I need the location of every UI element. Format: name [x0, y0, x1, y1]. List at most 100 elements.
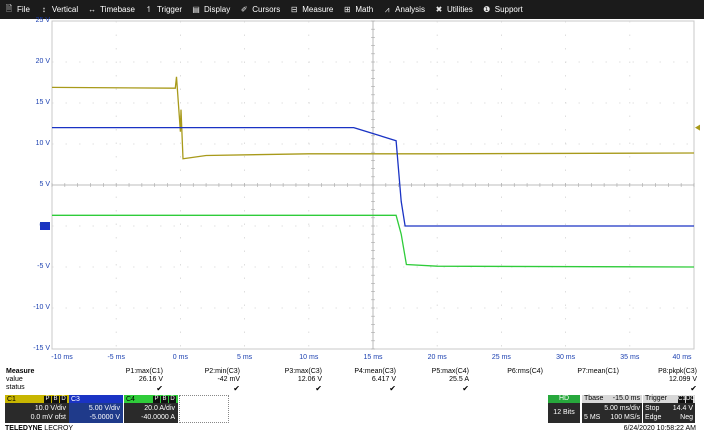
menu-utilities[interactable]: ✖ Utilities — [434, 0, 473, 19]
measure-name-7[interactable]: P7:mean(C1) — [577, 368, 619, 375]
channel-name: C1 — [7, 395, 16, 403]
measure-name-6[interactable]: P6:rms(C4) — [507, 368, 543, 375]
y-tick-label: 10 V — [35, 140, 50, 147]
measure-value-row: value 26.16 V -42 mV 12.06 V 6.417 V 25.5 A 1… — [0, 376, 704, 384]
channel-vdiv: 5.00 V/div — [88, 405, 120, 412]
cursors-icon: ✐ — [240, 5, 248, 14]
channel-offset-marker — [40, 222, 50, 230]
measure-name-4[interactable]: P4:mean(C3) — [354, 368, 396, 375]
y-tick-label: 15 V — [35, 99, 50, 106]
trigger-coupling-tag: DC — [686, 396, 695, 403]
x-tick-label: 0 ms — [172, 354, 188, 361]
menu-measure[interactable]: ⊟ Measure — [289, 0, 333, 19]
x-tick-label: 10 ms — [299, 354, 319, 361]
measure-title: Measure — [6, 368, 35, 375]
menu-timebase[interactable]: ↔ Timebase — [87, 0, 135, 19]
measure-value-1: 26.16 V — [138, 376, 163, 383]
display-icon: ▤ — [192, 5, 200, 14]
trigger-label: Trigger — [645, 395, 667, 402]
trace-0 — [51, 76, 695, 160]
measure-status-5: ✔ — [462, 384, 469, 393]
support-icon: ❶ — [483, 5, 491, 14]
vertical-icon: ↕ — [41, 5, 46, 14]
hd-bits: 12 Bits — [548, 403, 580, 423]
channel-offset: -5.0000 V — [89, 414, 120, 421]
menu-label: Utilities — [446, 5, 473, 14]
menu-label: Display — [204, 5, 231, 14]
x-tick-label: -10 ms — [51, 354, 73, 361]
channel-flag-tag: D — [60, 396, 67, 403]
menu-cursors[interactable]: ✐ Cursors — [239, 0, 280, 19]
measure-table[interactable]: Measure P1:max(C1) P2:min(C3) P3:max(C3) P4… — [0, 368, 704, 394]
trigger-descriptor[interactable]: Trigger C1DC Stop 14.4 V Edge Neg — [643, 395, 695, 423]
menu-file[interactable]: 🗎 File — [4, 0, 30, 19]
measure-status-8: ✔ — [690, 384, 697, 393]
measure-value-3: 12.06 V — [297, 376, 322, 383]
timebase-samples: 5 MS — [584, 414, 601, 421]
x-tick-label: 20 ms — [427, 354, 447, 361]
menu-label: Cursors — [252, 5, 281, 14]
math-icon: ⊞ — [344, 5, 351, 14]
measure-name-2[interactable]: P2:min(C3) — [204, 368, 240, 375]
hd-label: HD — [548, 395, 580, 403]
measure-value-8: 12.099 V — [668, 376, 697, 383]
timebase-delay: -15.0 ms — [612, 395, 640, 402]
y-tick-label: 0 V — [39, 222, 50, 229]
timebase-rate: 5.00 ms/div — [604, 405, 640, 412]
menu-label: Analysis — [395, 5, 425, 14]
measure-header-row: Measure P1:max(C1) P2:min(C3) P3:max(C3) P4… — [0, 368, 704, 376]
channel-descriptor-c4[interactable]: C4 P B D 20.0 A/div -40.0000 A — [124, 395, 178, 423]
channel-flag-tag: B — [52, 396, 59, 403]
trace-1 — [52, 126, 694, 227]
measure-value-5: 25.5 A — [449, 376, 469, 383]
trigger-type: Edge — [645, 414, 662, 421]
timestamp: 6/24/2020 10:58:22 AM — [623, 425, 696, 432]
menu-label: Support — [494, 5, 523, 14]
measure-status-row: status ✔ ✔ ✔ ✔ ✔ ✔ — [0, 384, 704, 393]
y-tick-label: 25 V — [35, 17, 50, 24]
channel-vdiv: 10.0 V/div — [34, 405, 66, 412]
menu-support[interactable]: ❶ Support — [482, 0, 523, 19]
measure-status-4: ✔ — [389, 384, 396, 393]
measure-status-2: ✔ — [233, 384, 240, 393]
menu-analysis[interactable]: ⩘ Analysis — [382, 0, 425, 19]
x-tick-label: 15 ms — [363, 354, 383, 361]
channel-flag-tag: D — [169, 396, 176, 403]
menu-label: Timebase — [100, 5, 135, 14]
measure-name-8[interactable]: P8:pkpk(C3) — [658, 368, 697, 375]
trace-level-marker — [695, 124, 700, 131]
x-tick-label: 25 ms — [491, 354, 511, 361]
empty-descriptor-slot[interactable] — [179, 395, 229, 423]
y-tick-label: -10 V — [33, 304, 50, 311]
menu-display[interactable]: ▤ Display — [191, 0, 230, 19]
channel-name: C3 — [71, 395, 80, 403]
y-tick-label: -5 V — [37, 263, 50, 270]
measure-name-1[interactable]: P1:max(C1) — [125, 368, 163, 375]
measure-name-3[interactable]: P3:max(C3) — [284, 368, 322, 375]
utilities-icon: ✖ — [435, 5, 443, 14]
x-tick-label: 35 ms — [620, 354, 640, 361]
status-row-label: status — [6, 384, 25, 391]
timebase-descriptor[interactable]: Tbase -15.0 ms 5.00 ms/div 5 MS 100 MS/s — [582, 395, 642, 423]
menu-label: File — [17, 5, 30, 14]
analysis-icon: ⩘ — [384, 4, 390, 14]
channel-offset: -40.0000 A — [141, 414, 175, 421]
menu-label: Trigger — [156, 5, 182, 14]
x-tick-label: 30 ms — [556, 354, 576, 361]
channel-descriptor-c1[interactable]: C1 P B D 10.0 V/div 0.0 mV ofst — [5, 395, 69, 423]
measure-name-5[interactable]: P5:max(C4) — [431, 368, 469, 375]
menu-trigger[interactable]: ↿ Trigger — [144, 0, 182, 19]
channel-descriptor-c3[interactable]: C3 5.00 V/div -5.0000 V — [69, 395, 123, 423]
y-tick-label: -15 V — [33, 345, 50, 352]
file-icon: 🗎 — [5, 3, 13, 13]
trigger-slope: Neg — [680, 414, 693, 421]
x-tick-label: 5 ms — [237, 354, 253, 361]
channel-flag-tag: P — [44, 396, 51, 403]
measure-value-2: -42 mV — [217, 376, 240, 383]
menu-label: Vertical — [51, 5, 79, 14]
waveform-plot: 25 V 20 V 15 V 10 V 5 V 0 V -5 V -10 V -15 V -10 … — [0, 17, 704, 367]
menu-math[interactable]: ⊞ Math — [342, 0, 373, 19]
hd-box[interactable]: HD 12 Bits — [548, 395, 580, 423]
menu-vertical[interactable]: ↕ Vertical — [39, 0, 78, 19]
value-row-label: value — [6, 376, 23, 383]
